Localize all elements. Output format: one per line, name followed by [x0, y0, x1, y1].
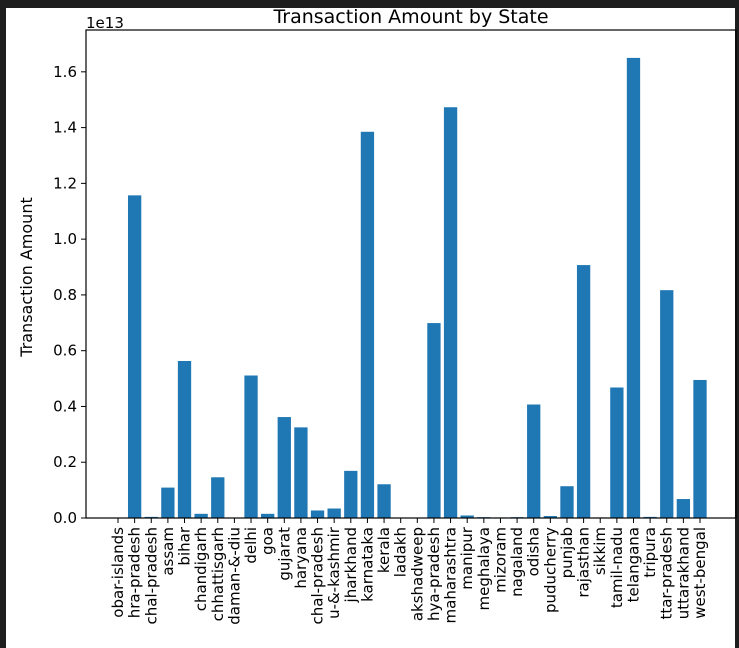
bar-punjab-27 [560, 486, 574, 518]
y-axis-label: Transaction Amount [17, 197, 36, 358]
x-tick-label-sikkim-29: sikkim [591, 527, 609, 575]
y-tick-label-3: 0.6 [53, 342, 77, 360]
x-tick-label-maharashtra-20: maharashtra [442, 527, 460, 623]
bar-haryana-11 [294, 427, 308, 518]
bar-bihar-4 [177, 361, 192, 518]
x-tick-label-gujarat-10: gujarat [275, 527, 293, 581]
y-tick-label-5: 1.0 [53, 230, 77, 248]
bar-chal-pradesh-12 [310, 510, 325, 518]
bar-delhi-8 [244, 375, 258, 518]
bar-chandigarh-5 [194, 513, 208, 518]
x-ticks-group: obar-islandshra-pradeshchal-pradeshassam… [109, 518, 709, 625]
x-tick-label-mizoram-23: mizoram [491, 527, 509, 593]
x-tick-label-karnataka-15: karnataka [358, 527, 376, 602]
dark-border-left [0, 0, 6, 648]
x-tick-label-kerala-16: kerala [375, 527, 393, 573]
dark-border-right [735, 0, 739, 648]
x-tick-label-west-bengal-35: west-bengal [691, 527, 709, 619]
x-tick-label-punjab-27: punjab [558, 527, 576, 578]
x-tick-label-puducherry-26: puducherry [541, 527, 559, 613]
x-tick-label-meghalaya-22: meghalaya [475, 527, 493, 611]
x-tick-label-assam-3: assam [159, 527, 177, 576]
x-tick-label-haryana-11: haryana [292, 527, 310, 589]
x-tick-label-obar-islands-0: obar-islands [109, 527, 127, 618]
x-tick-label-daman-diu-7: daman-&-diu [225, 527, 243, 625]
x-tick-label-uttarakhand-34: uttarakhand [674, 527, 692, 619]
x-tick-label-tripura-32: tripura [641, 527, 659, 578]
x-tick-label-odisha-25: odisha [525, 527, 543, 576]
x-tick-label-jharkhand-14: jharkhand [342, 527, 360, 603]
bar-hra-pradesh-1 [127, 195, 142, 519]
x-tick-label-hya-pradesh-19: hya-pradesh [425, 527, 443, 621]
bar-tamil-nadu-30 [610, 387, 624, 518]
bar-west-bengal-35 [693, 379, 707, 518]
y-tick-label-6: 1.2 [53, 174, 77, 192]
bar-assam-3 [161, 487, 175, 518]
x-tick-label-akshadweep-18: akshadweep [408, 527, 426, 621]
bar-goa-9 [261, 513, 275, 518]
bars-group [111, 57, 707, 519]
chart-title: Transaction Amount by State [272, 6, 548, 28]
bar-chhattisgarh-6 [211, 477, 225, 518]
bar-odisha-25 [527, 404, 541, 518]
bar-uttarakhand-34 [676, 499, 691, 518]
x-tick-label-bihar-4: bihar [176, 526, 194, 565]
bar-hya-pradesh-19 [427, 323, 441, 518]
y-tick-label-0: 0.0 [53, 509, 77, 527]
x-tick-label-chal-pradesh-12: chal-pradesh [309, 527, 327, 624]
bar-karnataka-15 [360, 131, 375, 518]
x-tick-label-chandigarh-5: chandigarh [192, 527, 210, 611]
y-ticks-group: 0.0 0.2 0.4 0.6 0.8 1.0 1.2 1.4 1.6 [53, 63, 86, 527]
y-tick-label-2: 0.4 [53, 397, 77, 415]
bar-ttar-pradesh-33 [660, 290, 674, 518]
bar-gujarat-10 [277, 417, 291, 518]
x-tick-label-u-kashmir-13: u-&-kashmir [325, 526, 343, 619]
x-tick-label-manipur-21: manipur [458, 526, 476, 590]
bar-telangana-31 [626, 57, 641, 518]
bar-jharkhand-14 [344, 470, 358, 518]
y-tick-label-7: 1.4 [53, 119, 77, 137]
x-tick-label-delhi-8: delhi [242, 527, 260, 564]
y-tick-label-4: 0.8 [53, 286, 77, 304]
x-tick-label-rajasthan-28: rajasthan [575, 527, 593, 598]
x-tick-label-chhattisgarh-6: chhattisgarh [209, 527, 227, 621]
x-tick-label-chal-pradesh-2: chal-pradesh [142, 527, 160, 624]
bar-puducherry-26 [543, 516, 557, 518]
x-tick-label-ladakh-17: ladakh [392, 527, 410, 577]
dark-border-top [0, 0, 739, 8]
bar-rajasthan-28 [576, 265, 591, 518]
x-tick-label-telangana-31: telangana [624, 527, 642, 602]
y-tick-label-8: 1.6 [53, 63, 77, 81]
x-tick-label-hra-pradesh-1: hra-pradesh [126, 527, 144, 618]
y-tick-label-1: 0.2 [53, 453, 77, 471]
y-offset-label: 1e13 [86, 14, 124, 32]
x-tick-label-nagaland-24: nagaland [508, 527, 526, 597]
plot-area-frame [85, 29, 737, 519]
x-tick-label-goa-9: goa [259, 527, 277, 555]
x-tick-label-ttar-pradesh-33: ttar-pradesh [658, 527, 676, 620]
bar-maharashtra-20 [443, 107, 458, 519]
bar-manipur-21 [460, 515, 474, 518]
bar-kerala-16 [377, 484, 391, 518]
x-tick-label-tamil-nadu-30: tamil-nadu [608, 527, 626, 608]
bar-u-kashmir-13 [327, 508, 341, 518]
